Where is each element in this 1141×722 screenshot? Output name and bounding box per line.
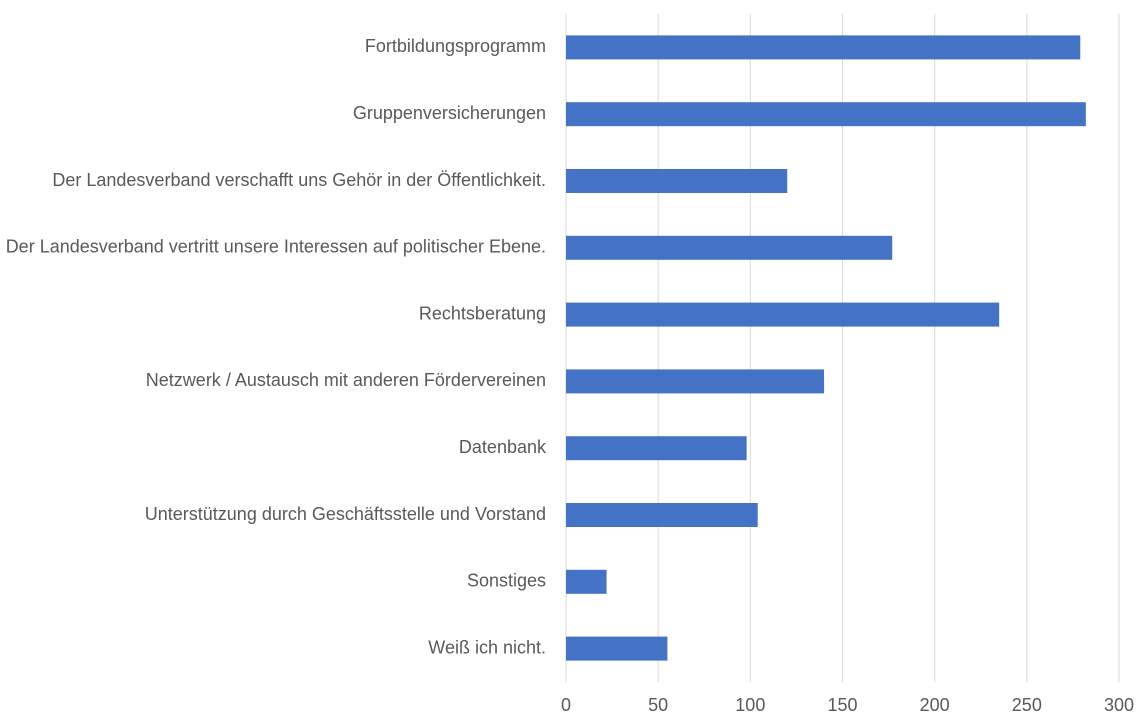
y-tick-label: Gruppenversicherungen — [353, 103, 546, 123]
bar — [566, 369, 825, 394]
y-tick-label: Der Landesverband verschafft uns Gehör i… — [52, 170, 546, 190]
bar — [566, 636, 668, 661]
y-tick-label: Datenbank — [459, 437, 547, 457]
y-tick-label: Unterstützung durch Geschäftsstelle und … — [145, 504, 546, 524]
y-tick-label: Fortbildungsprogramm — [365, 36, 546, 56]
y-tick-label: Sonstiges — [467, 571, 546, 591]
bar — [566, 569, 607, 594]
bar — [566, 436, 747, 461]
x-tick-label: 0 — [561, 695, 571, 715]
x-tick-label: 100 — [735, 695, 765, 715]
bar — [566, 169, 788, 193]
bar — [566, 102, 1086, 127]
bar — [566, 235, 893, 260]
y-tick-label: Rechtsberatung — [419, 303, 546, 323]
bar — [566, 35, 1081, 60]
bar — [566, 503, 758, 527]
y-tick-label: Netzwerk / Austausch mit anderen Förderv… — [146, 370, 546, 390]
x-tick-label: 150 — [827, 695, 857, 715]
bar — [566, 302, 1000, 327]
y-tick-label: Der Landesverband vertritt unsere Intere… — [6, 237, 546, 257]
y-tick-label: Weiß ich nicht. — [428, 637, 546, 657]
x-tick-label: 200 — [920, 695, 950, 715]
x-tick-label: 50 — [648, 695, 668, 715]
x-tick-label: 250 — [1012, 695, 1042, 715]
x-tick-label: 300 — [1104, 695, 1134, 715]
